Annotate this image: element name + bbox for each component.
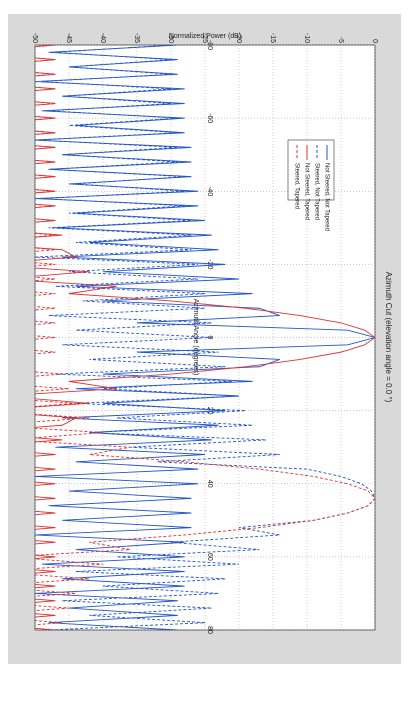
y-tick-label: -40 <box>99 33 106 43</box>
x-tick-label: -60 <box>206 113 213 123</box>
legend: Not Steered, Not Tapered Steered, Not Tap… <box>287 139 335 231</box>
y-tick-label: -15 <box>269 33 276 43</box>
x-tick-label: 20 <box>206 407 213 415</box>
chart-title: Azimuth Cut (elevation angle = 0.0 °) <box>384 272 393 403</box>
y-tick-label: -50 <box>31 33 38 43</box>
plot-lines <box>35 45 375 630</box>
y-tick-label: -20 <box>235 33 242 43</box>
x-tick-label: 60 <box>206 553 213 561</box>
y-tick-label: -10 <box>303 33 310 43</box>
y-tick-label: -35 <box>133 33 140 43</box>
legend-label: Not Steered, Tapered <box>303 163 309 220</box>
x-tick-label: 80 <box>206 626 213 634</box>
y-tick-label: -45 <box>65 33 72 43</box>
y-tick-label: -5 <box>337 37 344 43</box>
x-tick-label: -20 <box>206 259 213 269</box>
series-line <box>35 45 375 630</box>
y-tick-label: -30 <box>167 33 174 43</box>
x-tick-label: -80 <box>206 40 213 50</box>
y-tick-label: 0 <box>371 39 378 43</box>
series-line <box>35 45 375 630</box>
legend-label: Not Steered, Not Tapered <box>323 163 329 231</box>
legend-label: Steered, Tapered <box>293 163 299 209</box>
series-line <box>35 45 375 626</box>
x-tick-label: -40 <box>206 186 213 196</box>
y-tick-label: -25 <box>201 33 208 43</box>
legend-box <box>287 139 335 201</box>
y-axis-label: Normalized Power (dB) <box>169 33 241 40</box>
x-tick-label: 40 <box>206 480 213 488</box>
x-axis-label: Azimuth Angle (degrees) <box>192 299 199 376</box>
legend-label: Steered, Not Tapered <box>313 163 319 220</box>
